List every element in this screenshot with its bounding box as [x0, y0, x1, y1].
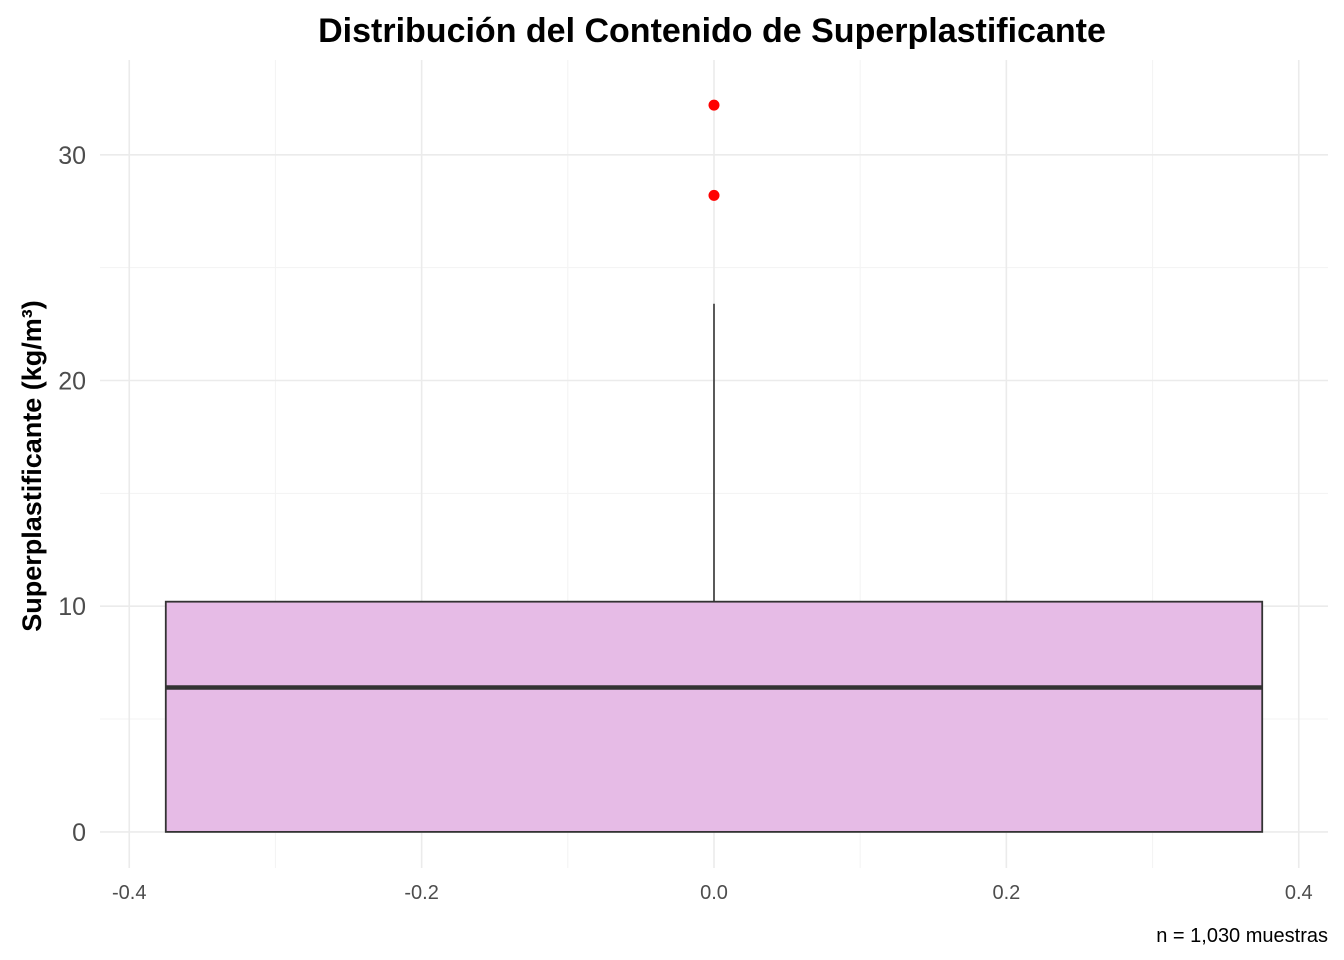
- y-axis-label: Superplastificante (kg/m³): [17, 300, 47, 632]
- x-tick-label: -0.2: [404, 882, 438, 904]
- outlier-point: [708, 189, 720, 201]
- caption: n = 1,030 muestras: [1156, 925, 1328, 947]
- y-tick-label: 20: [58, 367, 86, 395]
- x-tick-label: -0.4: [112, 882, 146, 904]
- x-tick-label: 0.0: [700, 882, 728, 904]
- y-tick-label: 10: [58, 593, 86, 621]
- x-tick-label: 0.4: [1285, 882, 1313, 904]
- y-tick-label: 0: [72, 819, 86, 847]
- x-tick-label: 0.2: [992, 882, 1020, 904]
- axis-ticks: -0.4 -0.2 0.0 0.2 0.4 0 10 20 30: [58, 142, 1312, 904]
- outlier-point: [708, 99, 720, 111]
- outlier-points: [708, 99, 720, 201]
- y-tick-label: 30: [58, 142, 86, 170]
- box-iqr: [164, 600, 1264, 833]
- boxplot: [164, 303, 1264, 833]
- chart-title: Distribución del Contenido de Superplast…: [318, 12, 1106, 50]
